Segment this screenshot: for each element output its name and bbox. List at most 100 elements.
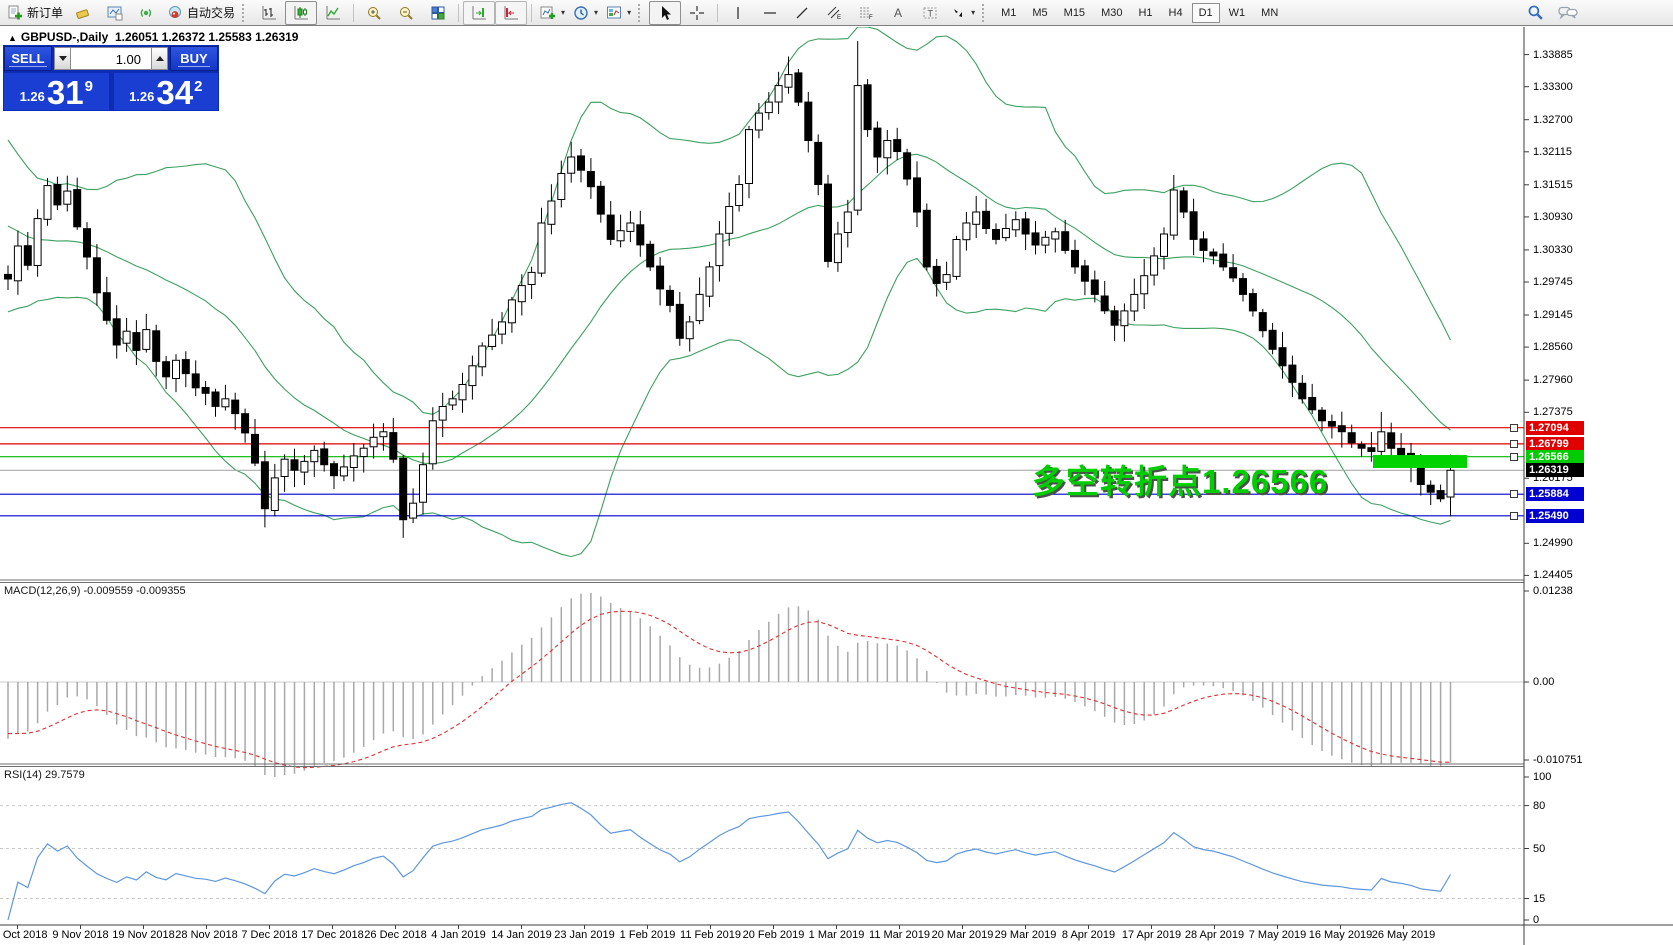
vertical-line-button[interactable]	[722, 1, 754, 25]
buy-button[interactable]: BUY	[170, 46, 218, 71]
date-axis-label: 28 Nov 2018	[175, 929, 238, 941]
candlestick-chart-button[interactable]	[285, 0, 318, 25]
price-level-tag: 1.26799	[1526, 436, 1584, 451]
svg-text:F: F	[869, 15, 873, 21]
signals-button[interactable]	[131, 1, 163, 25]
toolbar-separator	[353, 3, 355, 22]
triangle-down-icon	[58, 56, 67, 61]
text-button[interactable]: A	[882, 1, 914, 25]
dropdown-arrow-icon: ▾	[594, 8, 599, 17]
price-axis-tick: 1.33885	[1533, 48, 1573, 61]
chart-shift-button[interactable]	[495, 0, 528, 25]
timeframe-d1[interactable]: D1	[1191, 2, 1220, 23]
price-axis-tick: 1.30330	[1533, 243, 1573, 256]
line-anchor-handle[interactable]	[1510, 439, 1518, 448]
rsi-axis-tick: 80	[1533, 799, 1546, 812]
dropdown-arrow-icon: ▾	[627, 8, 632, 17]
crosshair-button[interactable]	[681, 1, 713, 25]
date-axis-label: 17 Dec 2018	[301, 929, 364, 941]
search-icon[interactable]	[1527, 4, 1544, 21]
chat-icon[interactable]	[1558, 4, 1578, 21]
symbol-period-label: GBPUSD-,Daily	[20, 30, 109, 44]
autotrade-button[interactable]: 自动交易	[163, 1, 239, 25]
text-label-button[interactable]: T	[914, 1, 946, 25]
cursor-button[interactable]	[649, 0, 682, 25]
date-axis-label: 20 Feb 2019	[742, 929, 805, 941]
trendline-button[interactable]	[786, 1, 818, 25]
volume-increase-button[interactable]	[151, 47, 168, 70]
date-axis-label: 26 May 2019	[1371, 929, 1436, 941]
equidistant-channel-button[interactable]: E	[818, 1, 850, 25]
auto-scroll-icon	[472, 5, 487, 19]
pivot-highlight-box[interactable]	[1373, 455, 1467, 468]
new-order-button[interactable]: 新订单	[3, 1, 67, 25]
auto-scroll-button[interactable]	[463, 0, 496, 25]
svg-text:A: A	[894, 6, 902, 20]
autotrade-icon	[169, 5, 182, 18]
buy-price[interactable]: 1.26 34 2	[113, 73, 218, 110]
date-axis-label: 29 Mar 2019	[994, 929, 1057, 941]
periods-button[interactable]: ▾	[569, 1, 602, 25]
vertical-line-icon	[737, 6, 739, 19]
timeframe-m15[interactable]: M15	[1063, 6, 1086, 19]
timeframe-m1[interactable]: M1	[1001, 6, 1017, 19]
dropdown-arrow-icon: ▾	[561, 8, 566, 17]
collapse-triangle-icon[interactable]: ▲	[8, 33, 17, 43]
toolbar-right	[1527, 4, 1578, 21]
toolbar-separator	[531, 3, 533, 22]
macd-label: MACD(12,26,9) -0.009559 -0.009355	[4, 585, 186, 597]
timeframe-w1[interactable]: W1	[1228, 6, 1246, 19]
price-axis-tick: 1.29145	[1533, 309, 1573, 321]
chart-shift-icon	[504, 5, 519, 19]
trendline-icon	[796, 7, 808, 18]
volume-decrease-button[interactable]	[54, 47, 71, 70]
line-anchor-handle[interactable]	[1510, 452, 1518, 461]
chart-plot[interactable]	[0, 27, 1673, 945]
chart-profile-button[interactable]	[99, 1, 131, 25]
toolbar-separator	[458, 3, 460, 22]
toolbar-separator	[717, 3, 719, 22]
eraser-button[interactable]	[67, 1, 99, 25]
price-level-tag: 1.26319	[1526, 463, 1584, 478]
date-axis-label: 17 Apr 2019	[1121, 929, 1182, 941]
macd-axis-tick: -0.010751	[1533, 754, 1583, 766]
horizontal-line-icon	[764, 11, 777, 14]
tile-windows-button[interactable]	[422, 1, 454, 25]
timeframe-h4[interactable]: H4	[1168, 6, 1183, 19]
line-anchor-handle[interactable]	[1510, 490, 1518, 499]
volume-input[interactable]: 1.00	[71, 47, 151, 70]
cursor-icon	[662, 5, 672, 20]
sell-button[interactable]: SELL	[4, 46, 52, 71]
autotrade-label: 自动交易	[187, 6, 236, 20]
pivot-annotation[interactable]: 多空转折点1.26566	[1032, 463, 1329, 500]
text-label-icon: T	[923, 7, 937, 18]
bar-chart-button[interactable]	[253, 1, 285, 25]
tile-windows-icon	[431, 6, 445, 19]
line-anchor-handle[interactable]	[1510, 511, 1518, 520]
date-axis-label: 14 Jan 2019	[491, 929, 552, 941]
fibonacci-button[interactable]: F	[850, 1, 882, 25]
templates-button[interactable]: ▾	[602, 1, 635, 25]
arrows-button[interactable]: ▾	[946, 1, 979, 25]
zoom-in-button[interactable]	[358, 1, 390, 25]
zoom-out-button[interactable]	[390, 1, 422, 25]
candlestick-chart-icon	[294, 5, 309, 19]
dropdown-arrow-icon: ▾	[971, 8, 976, 17]
price-axis-tick: 1.24990	[1533, 537, 1573, 550]
line-anchor-handle[interactable]	[1510, 423, 1518, 432]
triangle-up-icon	[155, 56, 164, 61]
clock-icon	[574, 5, 588, 20]
indicators-button[interactable]: ▾	[536, 1, 569, 25]
line-chart-button[interactable]	[317, 1, 349, 25]
ohlc-values: 1.26051 1.26372 1.25583 1.26319	[114, 30, 299, 44]
timeframe-h1[interactable]: H1	[1138, 6, 1153, 19]
sell-price[interactable]: 1.26 31 9	[4, 73, 109, 110]
horizontal-line-button[interactable]	[754, 1, 786, 25]
timeframe-m30[interactable]: M30	[1101, 6, 1123, 19]
date-axis-label: 26 Dec 2018	[364, 929, 427, 941]
timeframe-mn[interactable]: MN	[1261, 6, 1279, 19]
timeframe-m5[interactable]: M5	[1032, 6, 1048, 19]
volume-stepper: 1.00	[54, 47, 168, 70]
price-axis-tick: 1.32700	[1533, 113, 1573, 126]
